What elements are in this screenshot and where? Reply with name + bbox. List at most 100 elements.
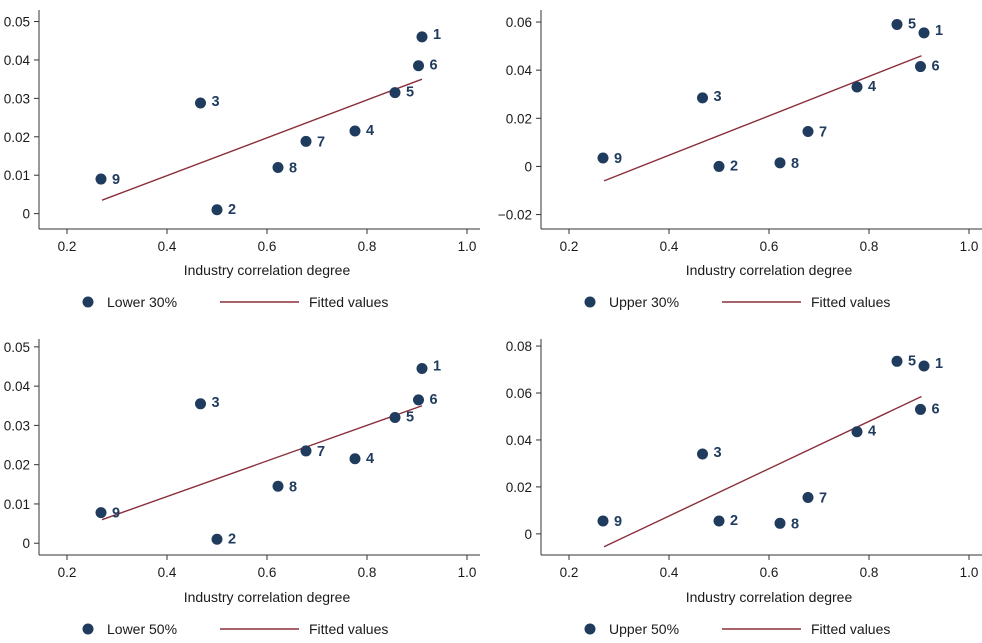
- data-point-3: [697, 448, 708, 460]
- data-point-7: [300, 445, 312, 457]
- data-point-label-5: 5: [908, 353, 916, 369]
- x-tick-label: 0.6: [760, 565, 779, 580]
- chart-panel-1: 0 0.01 0.02 0.03 0.04 0.05 0.2 0.4 0.6 0.8 1.0 Indu…: [4, 10, 480, 310]
- x-axis-title: Industry correlation degree: [686, 589, 853, 605]
- x-tick-label: 0.2: [560, 239, 579, 254]
- data-point-label-9: 9: [614, 514, 622, 530]
- data-point-6: [413, 394, 424, 406]
- data-point-label-4: 4: [868, 424, 876, 440]
- data-point-6: [915, 61, 926, 73]
- x-tick-label: 0.4: [158, 239, 177, 254]
- data-point-label-1: 1: [935, 23, 943, 39]
- y-tick-label: 0: [524, 527, 532, 542]
- data-point-label-4: 4: [366, 123, 374, 139]
- data-point-label-2: 2: [730, 158, 738, 174]
- y-tick-label: 0.04: [4, 379, 31, 394]
- data-point-8: [774, 517, 786, 529]
- fitted-line: [603, 55, 922, 182]
- y-tick-label: 0.04: [4, 53, 31, 68]
- y-tick-label: −0.02: [498, 208, 532, 223]
- data-point-6: [915, 403, 926, 415]
- x-tick-label: 0.4: [158, 565, 177, 580]
- legend-label-fit: Fitted values: [811, 621, 890, 637]
- y-tick-label: 0.03: [4, 418, 30, 433]
- legend-label-series: Upper 50%: [609, 621, 679, 637]
- legend-label-fit: Fitted values: [309, 621, 388, 637]
- x-tick-label: 0.6: [760, 239, 779, 254]
- data-point-label-6: 6: [932, 59, 940, 75]
- x-axis-title: Industry correlation degree: [184, 262, 351, 278]
- data-point-1: [416, 362, 428, 374]
- data-point-8: [272, 162, 284, 174]
- data-point-3: [195, 398, 206, 410]
- data-point-label-3: 3: [714, 445, 722, 461]
- chart-panel-2: −0.02 0 0.02 0.04 0.06 0.2 0.4 0.6 0.8 1.0 Industr…: [498, 10, 982, 310]
- y-tick-label: 0.01: [4, 168, 30, 183]
- data-point-label-8: 8: [791, 516, 799, 532]
- y-tick-label: 0.03: [4, 91, 30, 106]
- data-point-label-1: 1: [433, 358, 441, 374]
- data-point-label-7: 7: [819, 490, 827, 506]
- data-point-1: [918, 27, 930, 39]
- x-tick-label: 0.8: [860, 239, 879, 254]
- x-tick-label: 0.6: [258, 565, 277, 580]
- data-point-label-8: 8: [289, 161, 297, 177]
- data-point-label-6: 6: [430, 58, 438, 74]
- legend-label-series: Lower 30%: [107, 294, 177, 310]
- data-point-6: [413, 60, 424, 72]
- data-point-label-4: 4: [366, 451, 374, 467]
- data-point-4: [349, 125, 361, 137]
- data-point-7: [802, 126, 814, 138]
- y-tick-label: 0.05: [4, 340, 30, 355]
- y-tick-label: 0.02: [4, 458, 30, 473]
- data-point-2: [211, 533, 223, 545]
- data-point-8: [272, 480, 284, 492]
- data-point-4: [349, 453, 361, 465]
- data-point-label-2: 2: [228, 202, 236, 218]
- chart-panel-4: 0 0.02 0.04 0.06 0.08 0.2 0.4 0.6 0.8 1.0 Industry…: [506, 339, 982, 637]
- data-point-1: [918, 360, 930, 372]
- chart-panel-3: 0 0.01 0.02 0.03 0.04 0.05 0.2 0.4 0.6 0.8 1.0 Indu…: [4, 339, 480, 637]
- x-tick-label: 0.2: [58, 239, 77, 254]
- data-point-7: [802, 491, 814, 503]
- y-tick-label: 0.02: [4, 130, 30, 145]
- x-axis-title: Industry correlation degree: [686, 262, 853, 278]
- y-tick-label: 0: [22, 536, 30, 551]
- data-point-label-1: 1: [433, 27, 441, 43]
- legend-marker: [584, 623, 596, 635]
- legend-marker: [82, 296, 94, 308]
- y-tick-label: 0.06: [506, 15, 532, 30]
- data-point-label-5: 5: [908, 16, 916, 32]
- data-point-9: [95, 507, 107, 519]
- data-point-label-5: 5: [406, 410, 414, 426]
- x-axis-title: Industry correlation degree: [184, 589, 351, 605]
- data-point-2: [713, 160, 725, 172]
- legend-label-fit: Fitted values: [811, 294, 890, 310]
- y-tick-label: 0.02: [506, 111, 532, 126]
- data-point-label-8: 8: [289, 479, 297, 495]
- data-point-label-6: 6: [430, 392, 438, 408]
- data-point-label-1: 1: [935, 356, 943, 372]
- y-tick-label: 0.04: [506, 433, 533, 448]
- data-point-label-7: 7: [819, 125, 827, 141]
- legend-label-series: Lower 50%: [107, 621, 177, 637]
- legend-marker: [82, 623, 94, 635]
- data-point-1: [416, 31, 428, 43]
- data-point-label-8: 8: [791, 156, 799, 172]
- data-point-label-9: 9: [112, 506, 120, 522]
- x-tick-label: 1.0: [960, 565, 979, 580]
- data-point-3: [697, 92, 708, 104]
- x-tick-label: 0.8: [358, 239, 377, 254]
- data-point-5: [891, 355, 903, 367]
- data-point-3: [195, 97, 206, 109]
- data-point-4: [851, 426, 863, 438]
- data-point-label-2: 2: [228, 531, 236, 547]
- y-tick-label: 0.01: [4, 497, 30, 512]
- x-tick-label: 0.2: [58, 565, 77, 580]
- data-point-9: [597, 515, 609, 527]
- y-tick-label: 0.04: [506, 63, 533, 78]
- data-point-4: [851, 81, 863, 93]
- x-tick-label: 0.4: [660, 565, 679, 580]
- y-tick-label: 0: [22, 207, 30, 222]
